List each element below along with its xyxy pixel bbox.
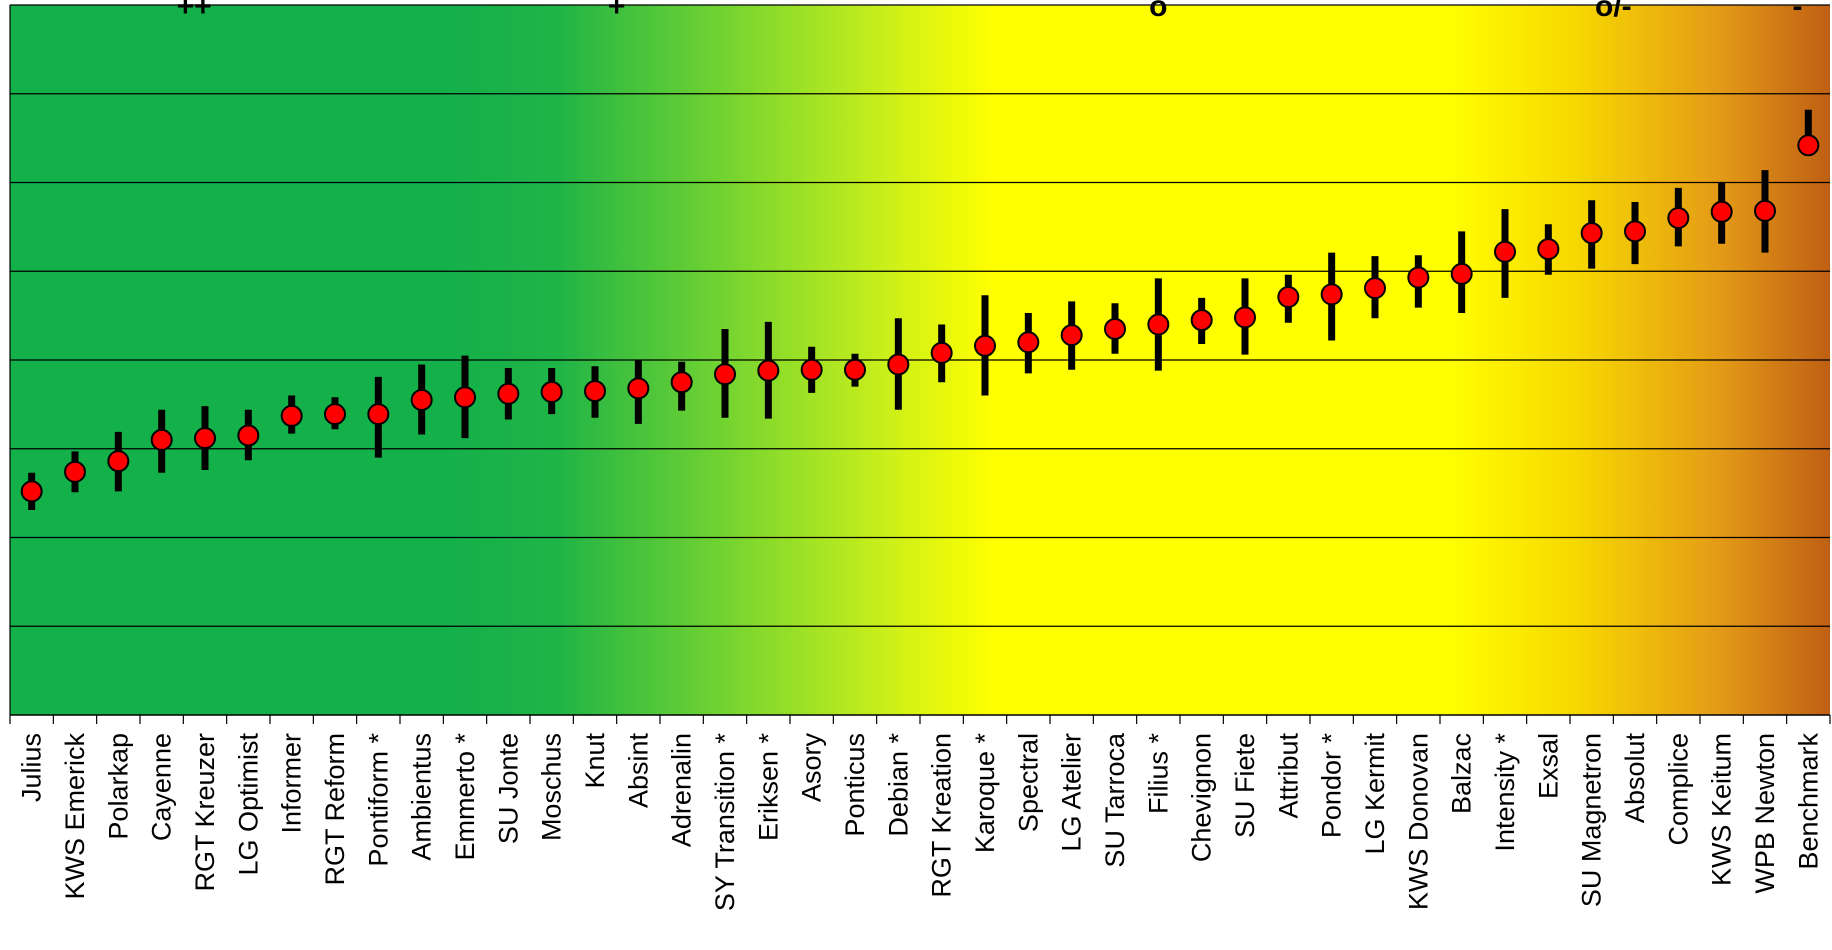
data-point (1710, 200, 1733, 223)
data-point (367, 403, 390, 426)
x-tick-label: Moschus (537, 733, 567, 841)
x-tick-label: Attribut (1273, 733, 1303, 819)
data-point (1580, 222, 1603, 245)
data-point (150, 428, 173, 451)
x-tick-label: RGT Reform (320, 733, 350, 886)
x-tick-label: SY Transition * (710, 733, 740, 912)
x-tick-label: Ambientus (407, 733, 437, 861)
band-label: - (1793, 0, 1803, 23)
data-point (974, 334, 996, 357)
x-tick-label: KWS Keitum (1707, 733, 1737, 886)
x-tick-label: Absolut (1620, 733, 1650, 824)
x-tick-label: RGT Kreation (927, 733, 957, 898)
x-tick-label: Benchmark (1793, 733, 1823, 870)
data-point (540, 380, 563, 403)
x-tick-label: Adrenalin (667, 733, 697, 847)
x-tick-label: SU Tarroca (1100, 732, 1130, 868)
data-point (324, 403, 346, 426)
x-tick-label: WPB Newton (1750, 733, 1780, 894)
x-tick-label: LG Optimist (233, 733, 263, 876)
x-tick-label: SU Fiete (1230, 733, 1260, 838)
data-point (1104, 317, 1126, 340)
data-point (194, 427, 216, 450)
data-point (1450, 262, 1473, 285)
band-label: + (608, 0, 626, 23)
x-tick-label: Emmerto * (450, 733, 480, 861)
data-point (844, 358, 866, 381)
data-point (800, 358, 823, 381)
x-tick-label: Filius * (1143, 733, 1173, 815)
x-tick-label: LG Atelier (1057, 733, 1087, 852)
data-point (1190, 309, 1213, 332)
band-label: ++ (177, 0, 212, 23)
x-tick-label: Pontiform * (363, 733, 393, 867)
x-tick-label: Julius (17, 733, 47, 802)
data-point (1667, 207, 1690, 229)
x-tick-label: KWS Donovan (1403, 733, 1433, 910)
x-tick-label: SU Jonte (493, 733, 523, 844)
data-point (1494, 240, 1516, 263)
x-tick-label: Knut (580, 733, 610, 789)
data-point (1320, 283, 1343, 306)
data-point (1147, 313, 1170, 336)
band-label: o/- (1595, 0, 1632, 23)
gridlines (9, 4, 1830, 715)
x-tick-label: Intensity * (1490, 733, 1520, 852)
data-point (757, 359, 780, 382)
x-tick-label: Asory (797, 733, 827, 803)
band-labels: ++ + o o/- - (177, 0, 1803, 23)
x-tick-label: KWS Emerick (60, 733, 90, 900)
data-points (20, 134, 1820, 503)
x-tick-label: Spectral (1013, 733, 1043, 832)
data-point (670, 371, 693, 394)
x-tick-label: Absint (623, 733, 653, 809)
data-point (1277, 285, 1300, 308)
data-point (930, 341, 953, 364)
data-point (280, 404, 303, 427)
data-point (410, 388, 433, 411)
x-tick-label: Informer (277, 733, 307, 834)
x-tick-label: Pondor * (1317, 733, 1347, 839)
data-point (1017, 331, 1040, 354)
data-point (454, 386, 476, 409)
x-tick-label: Debian * (883, 733, 913, 837)
x-tick-label: LG Kermit (1360, 733, 1390, 855)
x-tick-label: Eriksen * (753, 733, 783, 842)
data-point (64, 460, 86, 483)
data-point (714, 363, 736, 386)
data-point (1407, 266, 1430, 289)
data-point (627, 377, 650, 400)
data-point (1624, 220, 1646, 243)
x-tick-label: Karoque * (970, 733, 1000, 854)
data-point (1060, 324, 1083, 347)
data-point (497, 382, 520, 405)
x-tick-label: SU Magnetron (1577, 733, 1607, 907)
data-point (1364, 277, 1386, 300)
x-tick-label: Chevignon (1187, 733, 1217, 862)
data-point (1234, 306, 1256, 329)
x-axis (9, 714, 1831, 724)
data-point (1797, 134, 1820, 157)
x-tick-label: Polarkap (103, 733, 133, 840)
x-tick-label: Complice (1663, 733, 1693, 846)
x-tick-label: Balzac (1447, 733, 1477, 814)
x-tick-label: Ponticus (840, 733, 870, 837)
x-tick-labels: Julius KWS Emerick Polarkap Cayenne RGT Kreu… (17, 732, 1824, 911)
data-point (584, 380, 606, 403)
x-tick-label: RGT Kreuzer (190, 733, 220, 892)
data-point (237, 424, 260, 447)
data-point (1754, 199, 1776, 222)
data-point (887, 353, 910, 376)
x-tick-label: Cayenne (147, 733, 177, 841)
data-point (20, 480, 43, 503)
data-point (107, 450, 130, 473)
data-point (1537, 238, 1560, 261)
x-tick-label: Exsal (1533, 733, 1563, 799)
band-label: o (1149, 0, 1167, 23)
